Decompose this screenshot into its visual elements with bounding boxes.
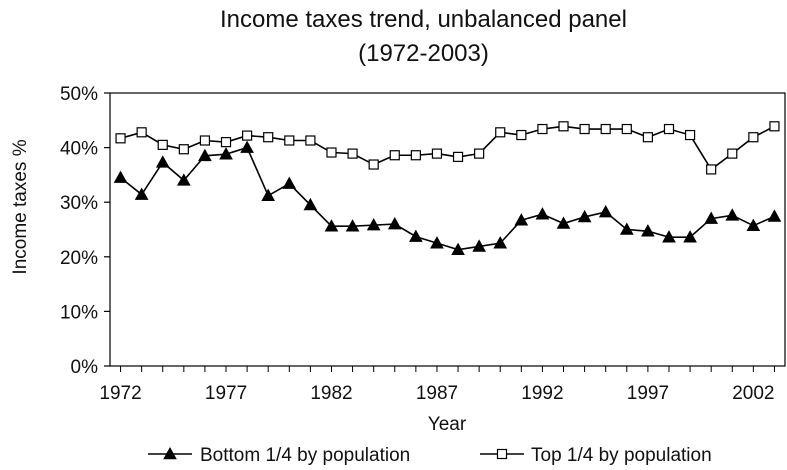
data-point	[303, 197, 318, 211]
data-point	[495, 127, 506, 138]
data-point	[155, 155, 170, 168]
y-tick-label: 0%	[71, 357, 99, 378]
data-point	[663, 123, 675, 135]
series-layer	[113, 121, 782, 256]
data-point	[600, 123, 611, 135]
data-point	[472, 239, 486, 252]
data-point	[516, 129, 527, 141]
data-point	[641, 224, 655, 237]
legend-item: Bottom 1/4 by population	[148, 445, 410, 466]
data-point	[409, 229, 423, 242]
data-point	[284, 135, 295, 146]
plot-frame	[109, 92, 786, 367]
data-point	[537, 123, 548, 135]
y-axis-label: Income taxes %	[10, 139, 31, 274]
data-point	[452, 151, 464, 162]
data-point	[326, 147, 337, 158]
axes: 0% 10% 20% 30% 40% 50% 1972 1977 1982 1987 1992 199…	[60, 84, 786, 404]
series-top-quarter	[115, 121, 780, 175]
data-point	[684, 129, 696, 141]
series-line	[120, 125, 775, 171]
data-point	[387, 217, 402, 230]
legend-label: Top 1/4 by population	[531, 445, 712, 466]
data-point	[199, 135, 211, 146]
data-point	[261, 188, 276, 201]
data-point	[178, 144, 189, 155]
data-point	[577, 209, 592, 223]
chart-title: Income taxes trend, unbalanced panel	[220, 6, 627, 33]
x-tick-label: 1982	[310, 383, 352, 404]
x-tick-label: 1977	[205, 383, 247, 404]
data-point	[242, 130, 253, 141]
data-point	[366, 218, 381, 231]
y-tick-label: 10%	[60, 302, 98, 323]
x-tick-label: 2002	[732, 383, 774, 404]
data-point	[727, 148, 738, 159]
data-point	[198, 148, 212, 162]
data-point	[642, 132, 653, 143]
legend-label: Bottom 1/4 by population	[200, 445, 410, 466]
legend-marker	[496, 448, 508, 460]
data-point	[368, 159, 379, 170]
data-point	[683, 230, 697, 243]
data-point	[324, 219, 339, 232]
data-point	[115, 133, 126, 144]
data-point	[556, 216, 571, 229]
data-point	[345, 219, 360, 232]
data-point	[389, 150, 400, 161]
x-axis-label: Year	[428, 414, 467, 435]
data-point	[746, 218, 761, 231]
x-tick-label: 1987	[416, 383, 458, 404]
data-point	[263, 132, 274, 143]
y-tick-label: 20%	[60, 248, 98, 269]
data-point	[220, 137, 232, 148]
data-point	[347, 148, 358, 159]
x-tick-label: 1972	[99, 383, 141, 404]
chart-subtitle: (1972-2003)	[358, 40, 489, 67]
data-point	[514, 213, 529, 226]
data-point	[136, 127, 147, 138]
x-tick-label: 1997	[627, 383, 669, 404]
data-point	[493, 236, 508, 249]
data-point	[451, 242, 465, 256]
data-point	[706, 164, 717, 175]
data-point	[598, 204, 613, 218]
y-tick-label: 40%	[60, 139, 98, 160]
data-point	[410, 150, 421, 161]
data-point	[579, 123, 590, 135]
data-point	[662, 230, 676, 243]
y-tick-label: 50%	[60, 84, 98, 105]
data-point	[240, 140, 254, 153]
x-tick-label: 1992	[521, 383, 563, 404]
data-point	[725, 208, 740, 221]
data-point	[113, 170, 128, 183]
y-tick-label: 30%	[60, 193, 98, 214]
data-point	[157, 139, 168, 150]
data-point	[176, 173, 191, 186]
data-point	[558, 121, 569, 132]
data-point	[621, 123, 632, 135]
data-point	[219, 147, 233, 160]
series-line	[120, 146, 775, 251]
legend-marker	[163, 446, 177, 460]
legend-item: Top 1/4 by population	[480, 445, 712, 466]
data-point	[431, 148, 443, 159]
data-point	[704, 211, 719, 224]
data-point	[748, 132, 759, 143]
data-point	[282, 176, 297, 189]
data-point	[134, 187, 149, 200]
data-point	[769, 121, 780, 132]
legend: Bottom 1/4 by population Top 1/4 by popul…	[148, 445, 712, 466]
data-point	[430, 236, 444, 249]
series-bottom-quarter	[113, 140, 782, 256]
data-point	[474, 148, 485, 159]
data-point	[619, 222, 634, 235]
data-point	[305, 135, 316, 146]
data-point	[767, 209, 782, 222]
data-point	[535, 207, 550, 220]
